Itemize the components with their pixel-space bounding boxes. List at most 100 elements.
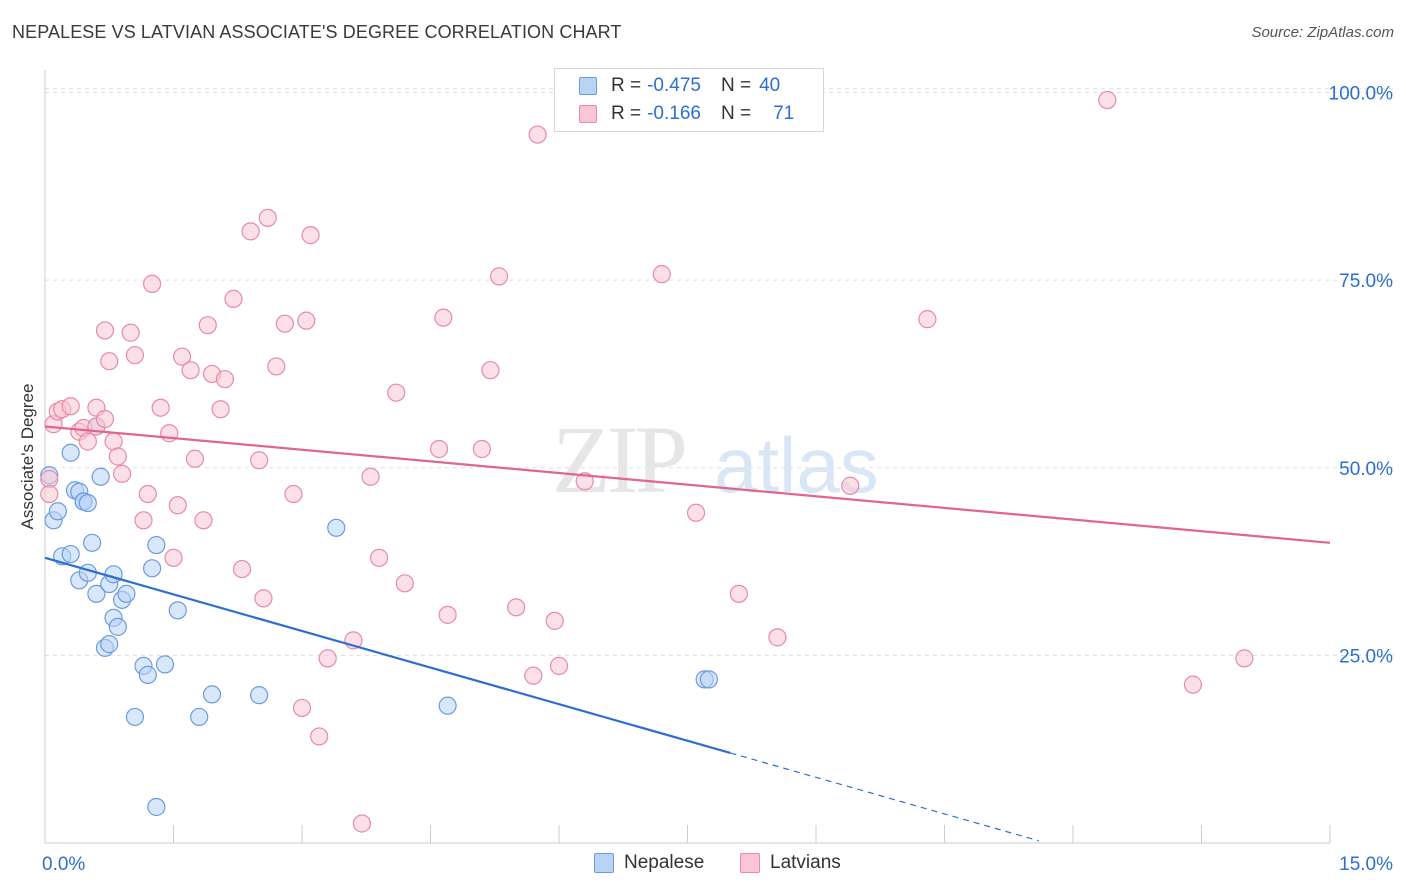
- nepalese-point: [138, 665, 157, 684]
- latvians-point: [438, 605, 457, 624]
- latvians-point: [125, 346, 145, 365]
- y-axis-label: Associate's Degree: [18, 384, 37, 530]
- nepalese-point: [147, 535, 166, 555]
- latvians-point: [112, 464, 132, 483]
- latvians-point: [168, 496, 187, 515]
- chart-title: NEPALESE VS LATVIAN ASSOCIATE'S DEGREE C…: [12, 22, 622, 42]
- latvians-point: [318, 649, 337, 668]
- nepalese-point: [125, 707, 145, 727]
- nepalese-trend-line: [44, 556, 731, 754]
- correlation-legend: R = -0.475 N = 40 R = -0.166 N = 71: [554, 68, 824, 132]
- source-label: Source: ZipAtlas.com: [1251, 24, 1394, 41]
- latvians-point: [134, 511, 153, 530]
- latvians-point: [429, 439, 449, 459]
- nepalese-point: [61, 544, 80, 564]
- latvians-point: [472, 439, 491, 459]
- latvians-point: [310, 727, 329, 746]
- latvians-point: [224, 289, 243, 308]
- legend-item-latvians[interactable]: Latvians: [740, 852, 841, 874]
- latvians-point: [121, 323, 140, 342]
- latvians-point: [138, 484, 157, 504]
- latvians-point: [652, 265, 671, 284]
- latvians-point: [729, 584, 749, 603]
- latvians-point: [164, 548, 183, 567]
- latvians-point: [232, 559, 252, 579]
- nepalese-point: [250, 686, 269, 705]
- legend-r-label: R =: [611, 75, 642, 96]
- nepalese-point: [168, 601, 187, 620]
- nepalese-trend-extension: [730, 752, 1039, 842]
- nepalese-point: [117, 584, 136, 603]
- latvians-point: [292, 698, 312, 718]
- x-tick-label: 0.0%: [42, 854, 85, 875]
- latvians-point: [100, 352, 119, 371]
- legend-n-value: 71: [773, 103, 795, 124]
- nepalese-point: [61, 443, 80, 462]
- nepalese-point: [190, 707, 209, 727]
- latvians-point: [549, 656, 569, 675]
- latvians-point: [507, 598, 526, 617]
- latvians-point: [395, 574, 414, 593]
- latvians-point: [254, 589, 273, 608]
- legend-row-nepalese: R = -0.475 N = 40: [579, 73, 780, 99]
- legend-n-label: N =: [720, 103, 752, 124]
- latvians-point: [211, 400, 230, 419]
- latvians-point: [575, 472, 594, 491]
- latvians-point: [185, 449, 205, 468]
- legend-item-label: Latvians: [770, 852, 841, 873]
- latvians-point: [361, 467, 380, 486]
- legend-item-nepalese[interactable]: Nepalese: [594, 852, 704, 874]
- watermark-zip: ZIP: [552, 406, 685, 513]
- latvians-point: [198, 316, 217, 335]
- latvians-point: [481, 361, 500, 380]
- nepalese-point: [91, 467, 110, 486]
- latvians-point: [275, 314, 294, 333]
- nepalese-point: [142, 559, 162, 578]
- latvians-point: [1235, 649, 1254, 668]
- latvians-point: [61, 397, 80, 416]
- nepalese-point: [202, 685, 222, 704]
- latvians-point: [258, 208, 277, 227]
- nepalese-point: [327, 518, 346, 537]
- latvians-trend-line: [44, 425, 1331, 544]
- legend-row-latvians: R = -0.166 N = 71: [579, 101, 794, 127]
- y-tick-label: 50.0%: [1339, 459, 1393, 480]
- y-tick-label: 25.0%: [1339, 646, 1393, 667]
- blue-swatch-icon: [579, 77, 597, 95]
- nepalese-point: [108, 617, 127, 636]
- nepalese-point: [87, 584, 106, 603]
- latvians-point: [267, 357, 286, 376]
- latvians-point: [301, 226, 320, 245]
- latvians-point: [297, 311, 316, 330]
- latvians-point: [104, 432, 123, 451]
- legend-r-label: R =: [611, 103, 642, 124]
- latvians-point: [545, 611, 564, 630]
- latvians-point: [841, 476, 860, 495]
- latvians-point: [918, 310, 937, 329]
- latvians-point: [524, 666, 543, 685]
- blue-swatch-icon: [594, 853, 614, 873]
- legend-r-value: -0.166: [647, 103, 701, 124]
- latvians-point: [40, 484, 59, 504]
- legend-n-value: 40: [759, 75, 781, 96]
- y-tick-label: 100.0%: [1329, 84, 1394, 105]
- latvians-point: [95, 321, 115, 340]
- latvians-point: [1098, 90, 1117, 110]
- pink-swatch-icon: [579, 105, 597, 123]
- latvians-point: [181, 361, 200, 380]
- nepalese-point: [48, 502, 67, 521]
- nepalese-point: [100, 635, 119, 654]
- latvians-point: [686, 503, 706, 522]
- nepalese-point: [699, 670, 719, 689]
- latvians-point: [241, 222, 260, 241]
- latvians-point: [434, 308, 453, 327]
- y-tick-label: 75.0%: [1339, 271, 1393, 292]
- latvians-point: [1183, 675, 1203, 694]
- pink-swatch-icon: [740, 853, 760, 873]
- latvians-point: [370, 548, 389, 567]
- latvians-point: [194, 511, 213, 530]
- nepalese-point: [83, 533, 102, 552]
- nepalese-point: [438, 696, 457, 715]
- latvians-point: [387, 383, 406, 402]
